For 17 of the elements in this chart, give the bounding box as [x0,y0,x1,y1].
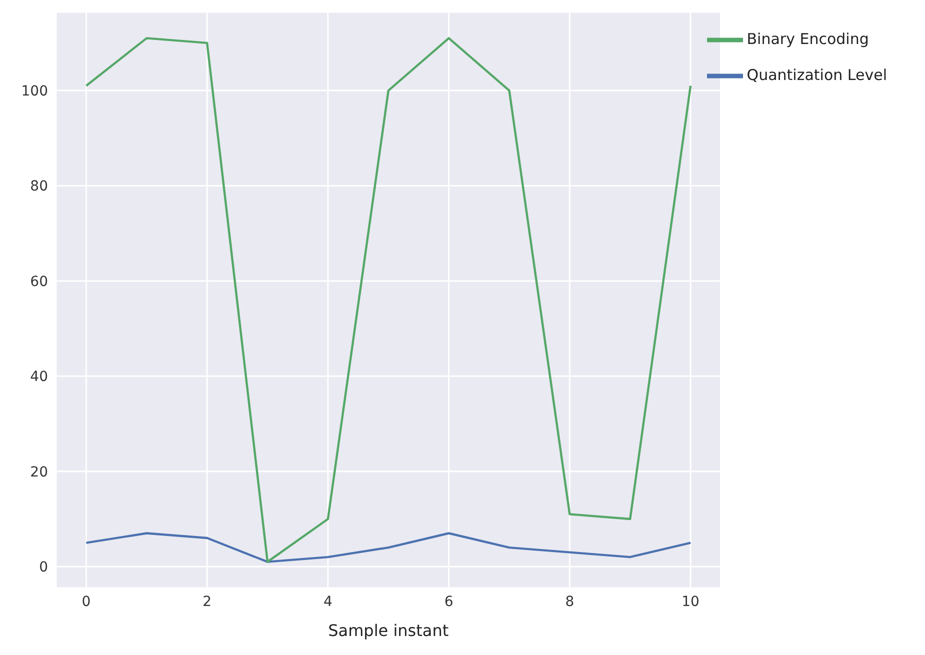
y-tick-label: 40 [30,369,48,386]
x-tick-label: 0 [82,594,91,610]
line-series [85,532,692,563]
legend-label: Quantization Level [746,66,887,84]
y-tick-label: 100 [21,84,48,100]
legend-label: Binary Encoding [746,30,869,48]
x-axis-title: Sample instant [328,621,449,640]
line-series [85,37,692,563]
x-tick-label: 8 [565,594,574,610]
y-tick-label: 0 [39,560,48,576]
x-tick-label: 2 [202,594,212,610]
y-tick-label: 60 [30,274,48,290]
x-tick-label: 4 [323,594,332,610]
y-tick-label: 80 [30,178,48,195]
x-tick-label: 10 [682,594,700,610]
x-tick-label: 6 [444,594,454,610]
y-tick-label: 20 [30,464,48,480]
